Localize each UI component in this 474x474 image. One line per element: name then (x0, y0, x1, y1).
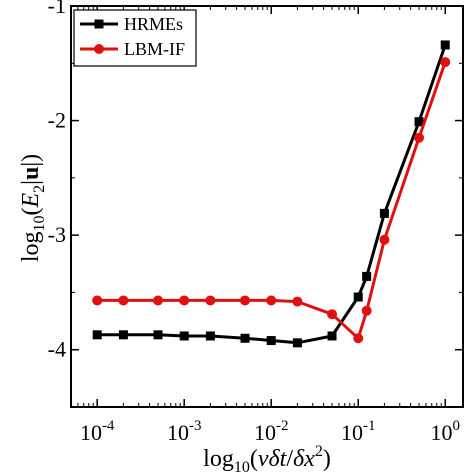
legend-item: LBM-IF (80, 39, 185, 59)
x-tick-label: 10-3 (167, 418, 202, 445)
data-point (353, 333, 364, 344)
data-point (379, 208, 389, 218)
y-axis-label: log10(E2|u|) (18, 154, 48, 262)
x-tick-label: 10-4 (80, 418, 115, 445)
data-point (266, 295, 277, 306)
data-point (266, 336, 276, 346)
legend-label: LBM-IF (124, 39, 185, 59)
data-point (379, 234, 390, 245)
data-point (327, 331, 337, 341)
data-point (205, 331, 215, 341)
data-point (414, 132, 425, 143)
data-point (118, 295, 129, 306)
legend: HRMEs LBM-IF (73, 9, 197, 67)
data-point (118, 330, 128, 340)
y-tick-label: -1 (48, 0, 66, 18)
y-tick-label: -4 (48, 337, 66, 362)
data-point (327, 309, 338, 320)
data-point (92, 295, 103, 306)
legend-marker (94, 19, 104, 29)
data-point (179, 295, 190, 306)
data-point (240, 333, 250, 343)
data-point (362, 271, 372, 281)
x-tick-label: 10-1 (341, 418, 376, 445)
legend-label: HRMEs (124, 14, 183, 34)
data-point (179, 331, 189, 341)
x-tick-label: 100 (430, 418, 460, 445)
data-point (353, 292, 363, 302)
data-point (440, 57, 451, 68)
data-point (205, 295, 216, 306)
series-layer (92, 40, 451, 348)
axis-ticks: 10-4 10-3 10-2 10-1 100 -1 -2 -3 -4 (48, 0, 463, 445)
legend-entries: HRMEs LBM-IF (80, 14, 185, 59)
data-point (414, 117, 424, 127)
data-point (240, 295, 251, 306)
x-tick-label: 10-2 (254, 418, 289, 445)
data-point (361, 305, 372, 316)
data-point (292, 338, 302, 348)
legend-item: HRMEs (80, 14, 183, 34)
legend-marker (94, 44, 104, 54)
data-point (153, 295, 164, 306)
series-hrmes (92, 40, 450, 348)
series-lbm-if (92, 57, 451, 344)
data-point (440, 40, 450, 50)
legend-box (73, 9, 197, 67)
y-tick-label: -3 (48, 222, 66, 247)
x-axis-label: log10(νδt/δx2) (203, 443, 331, 474)
data-point (92, 330, 102, 340)
data-point (153, 330, 163, 340)
data-point (292, 296, 303, 307)
y-tick-label: -2 (48, 108, 66, 133)
